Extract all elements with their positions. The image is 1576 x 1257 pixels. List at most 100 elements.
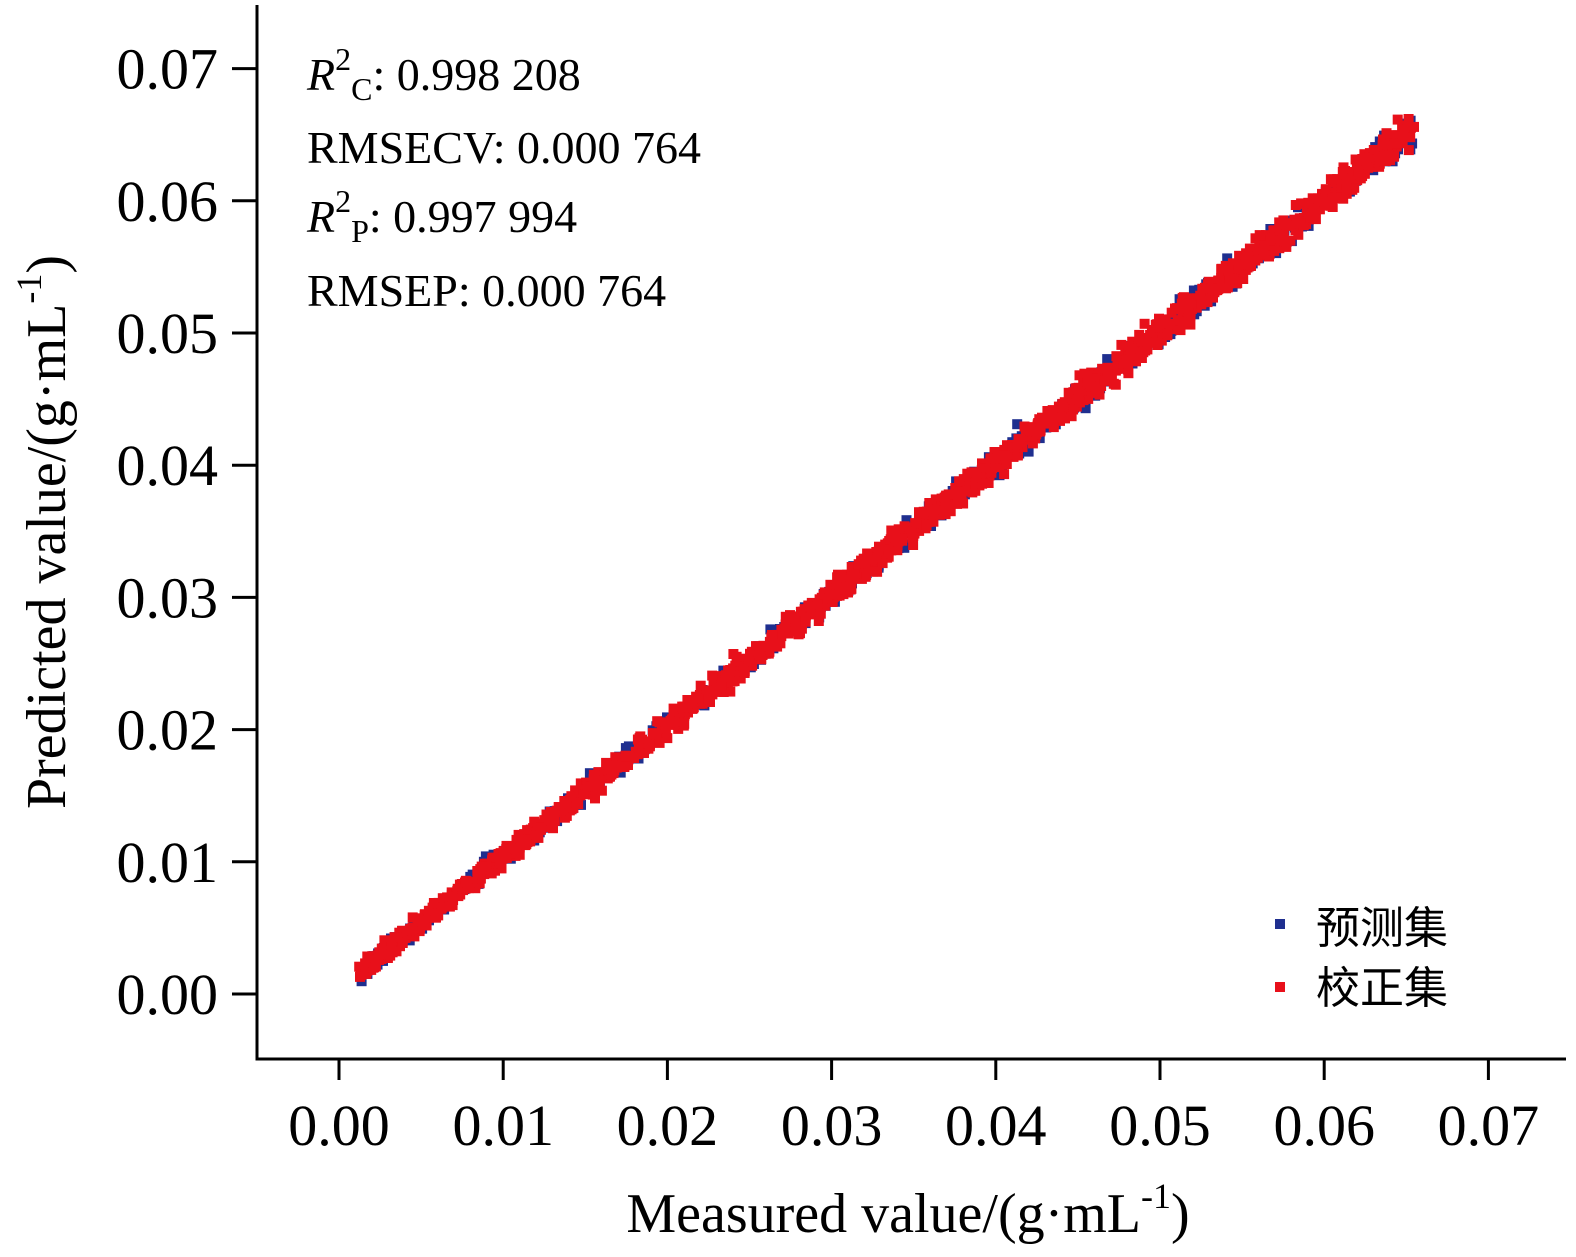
data-point bbox=[1290, 200, 1301, 210]
data-point bbox=[1027, 438, 1038, 449]
data-point bbox=[601, 757, 612, 768]
data-point bbox=[555, 805, 566, 816]
data-point bbox=[1392, 114, 1403, 125]
data-point bbox=[845, 581, 856, 592]
data-point bbox=[1341, 179, 1352, 190]
data-point bbox=[500, 853, 511, 864]
data-point bbox=[1381, 128, 1392, 139]
data-point bbox=[906, 526, 917, 537]
data-point bbox=[701, 685, 712, 696]
data-point bbox=[1060, 413, 1070, 424]
data-point bbox=[447, 900, 458, 911]
data-point bbox=[1227, 258, 1238, 269]
data-point bbox=[1111, 351, 1122, 362]
data-point bbox=[470, 883, 481, 894]
data-point bbox=[1118, 358, 1129, 369]
x-tick-label: 0.04 bbox=[945, 1093, 1047, 1158]
data-point bbox=[589, 778, 600, 788]
data-point bbox=[1102, 362, 1113, 373]
data-point bbox=[1389, 151, 1399, 162]
data-point bbox=[795, 606, 806, 617]
data-point bbox=[486, 868, 497, 879]
data-point bbox=[601, 764, 612, 775]
data-point bbox=[1374, 161, 1385, 172]
data-point bbox=[800, 612, 811, 623]
data-point bbox=[660, 724, 671, 735]
data-point bbox=[1000, 450, 1011, 461]
data-point bbox=[513, 836, 524, 847]
data-point bbox=[958, 498, 969, 509]
data-point bbox=[1195, 290, 1206, 301]
data-point bbox=[862, 548, 873, 559]
y-tick-label: 0.07 bbox=[117, 37, 219, 102]
data-point bbox=[1185, 319, 1196, 330]
data-point bbox=[999, 469, 1010, 480]
data-point bbox=[1378, 134, 1388, 145]
data-point bbox=[738, 653, 749, 664]
data-point bbox=[1265, 233, 1276, 244]
data-point bbox=[1177, 316, 1188, 327]
data-point bbox=[853, 559, 864, 570]
data-point bbox=[962, 485, 973, 496]
data-point bbox=[963, 477, 974, 488]
data-point bbox=[397, 938, 408, 948]
data-point bbox=[1381, 156, 1391, 166]
data-point bbox=[830, 589, 841, 600]
data-point bbox=[1206, 283, 1216, 294]
y-tick-label: 0.06 bbox=[117, 169, 219, 234]
data-point bbox=[452, 883, 463, 894]
data-point bbox=[1066, 411, 1077, 422]
data-point bbox=[901, 515, 912, 526]
data-point bbox=[866, 554, 877, 565]
data-point bbox=[531, 830, 542, 841]
data-point bbox=[1041, 418, 1052, 428]
data-point bbox=[620, 743, 631, 754]
data-point bbox=[606, 769, 617, 780]
data-point bbox=[1274, 226, 1285, 237]
data-point bbox=[667, 717, 678, 727]
data-point bbox=[1403, 114, 1414, 124]
data-point bbox=[519, 829, 530, 840]
data-point bbox=[1361, 158, 1372, 168]
data-point bbox=[561, 810, 572, 821]
data-point bbox=[480, 851, 491, 862]
data-point bbox=[992, 453, 1003, 464]
data-point bbox=[1176, 298, 1187, 309]
data-point bbox=[819, 600, 830, 611]
data-point bbox=[623, 751, 634, 762]
data-point bbox=[1238, 274, 1249, 284]
data-point bbox=[1223, 265, 1234, 276]
x-tick-label: 0.00 bbox=[288, 1093, 390, 1158]
data-point bbox=[805, 601, 816, 612]
x-tick-label: 0.07 bbox=[1438, 1093, 1540, 1158]
data-point bbox=[795, 628, 805, 639]
data-point bbox=[977, 478, 988, 489]
data-point bbox=[1305, 212, 1316, 223]
data-point bbox=[918, 509, 929, 520]
data-point bbox=[373, 951, 384, 962]
data-point bbox=[496, 863, 507, 874]
data-point bbox=[1184, 298, 1195, 309]
data-point bbox=[1047, 405, 1058, 416]
data-point bbox=[899, 521, 910, 532]
legend-marker-prediction bbox=[1275, 919, 1285, 929]
data-point bbox=[1230, 278, 1241, 288]
data-point bbox=[930, 494, 941, 505]
data-point bbox=[1269, 245, 1280, 256]
data-point bbox=[1320, 184, 1331, 195]
data-point bbox=[633, 738, 644, 749]
data-point bbox=[423, 905, 434, 916]
y-tick-label: 0.04 bbox=[117, 433, 219, 498]
data-point bbox=[1134, 350, 1145, 361]
data-point bbox=[386, 935, 397, 946]
data-point bbox=[711, 686, 722, 697]
data-point bbox=[868, 566, 878, 577]
data-point bbox=[1310, 214, 1321, 225]
data-point bbox=[1068, 404, 1079, 415]
stat-rmsecv: RMSECV: 0.000 764 bbox=[307, 122, 701, 173]
y-axis-title: Predicted value/(g·mL-1) bbox=[9, 255, 78, 809]
legend: 预测集 校正集 bbox=[1275, 903, 1448, 1014]
data-point bbox=[725, 686, 736, 697]
y-tick-label: 0.01 bbox=[117, 830, 219, 895]
data-point bbox=[824, 589, 835, 600]
